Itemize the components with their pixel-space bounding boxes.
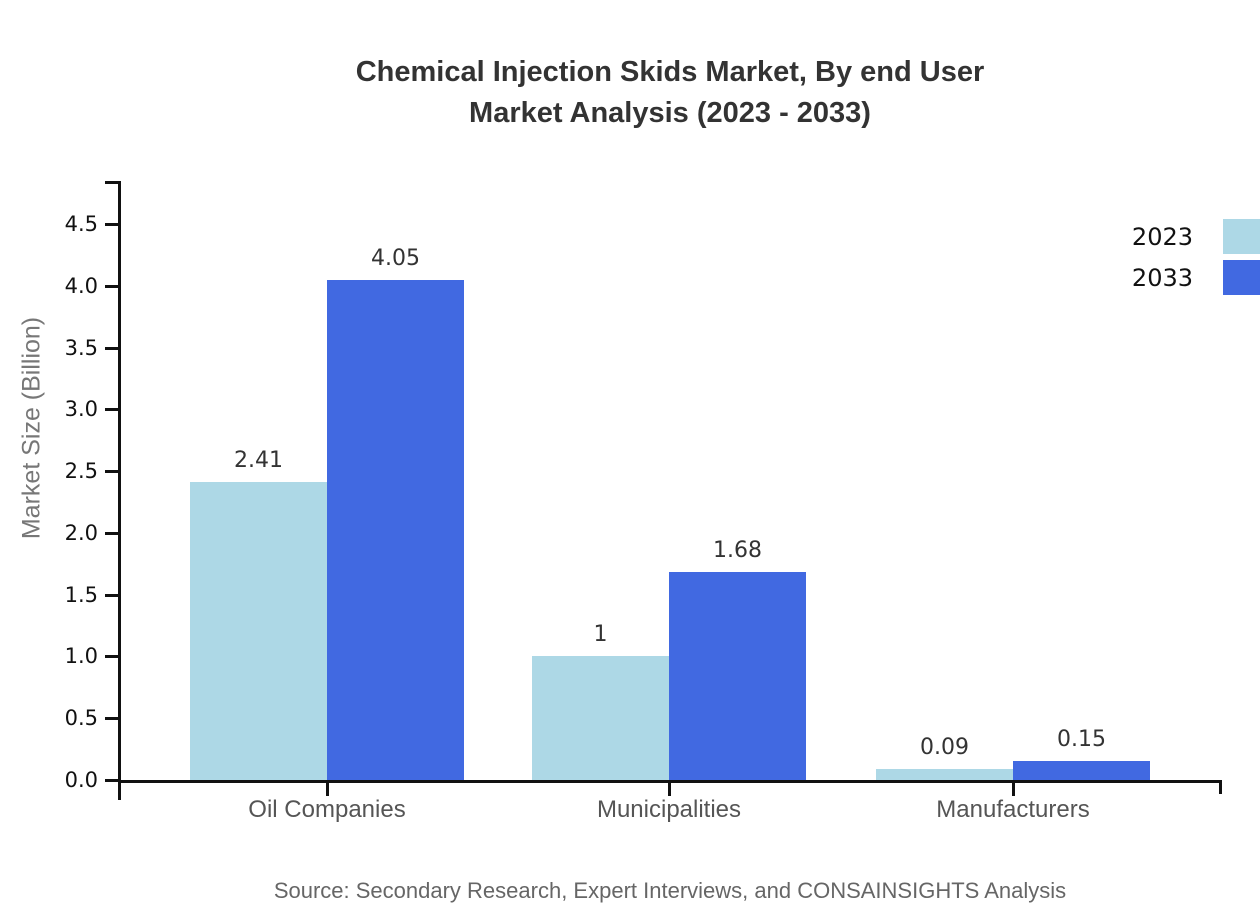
y-tick: [105, 531, 118, 535]
y-tick-label: 3.5: [64, 335, 98, 360]
x-category-label: Oil Companies: [248, 796, 406, 823]
y-tick: [105, 717, 118, 721]
y-tick: [105, 223, 118, 226]
legend-label-2023: 2023: [1131, 222, 1193, 251]
y-tick-label: 1.0: [64, 644, 98, 669]
y-tick: [105, 346, 118, 350]
bar-municipalities-2023: [532, 656, 669, 780]
y-axis-top-cap: [105, 181, 118, 184]
y-tick-label: 4.0: [64, 273, 98, 298]
chart-title-line1: Chemical Injection Skids Market, By end …: [355, 56, 985, 88]
y-tick-label: 2.5: [64, 459, 98, 484]
x-tick: [668, 783, 671, 796]
bar-value-label: 1.68: [713, 538, 762, 563]
bar-municipalities-2033: [669, 572, 806, 780]
bar-oil-companies-2023: [190, 482, 327, 780]
bar-value-label: 1: [593, 622, 608, 647]
bar-oil-companies-2033: [327, 280, 464, 780]
y-tick: [105, 408, 118, 412]
y-axis-line: [118, 181, 121, 800]
legend-item-2023: 2023: [1090, 219, 1260, 254]
bar-value-label: 4.05: [371, 246, 420, 271]
legend-swatch-2023: [1223, 219, 1260, 254]
source-note: Source: Secondary Research, Expert Inter…: [273, 878, 1067, 903]
legend-label-2033: 2033: [1131, 263, 1193, 292]
y-tick: [105, 593, 118, 597]
x-tick: [326, 783, 329, 796]
chart-title: Chemical Injection Skids Market, By end …: [40, 52, 1260, 134]
x-axis-right-cap: [1219, 780, 1222, 794]
y-tick-label: 0.5: [64, 706, 98, 731]
bar-value-label: 2.41: [234, 448, 283, 473]
y-tick-label: 3.0: [64, 397, 98, 422]
y-tick-label: 2.0: [64, 520, 98, 545]
bar-value-label: 0.09: [920, 735, 969, 760]
y-tick: [105, 655, 118, 659]
y-tick-label: 0.0: [64, 768, 98, 792]
y-tick: [105, 470, 118, 474]
legend-item-2033: 2033: [1090, 260, 1260, 295]
chart-title-line2: Market Analysis (2023 - 2033): [469, 97, 871, 129]
y-tick: [105, 284, 118, 288]
legend-swatch-2033: [1223, 260, 1260, 295]
x-category-label: Municipalities: [596, 796, 742, 823]
y-tick-label: 4.5: [64, 212, 98, 236]
bar-value-label: 0.15: [1057, 727, 1106, 752]
bar-manufacturers-2033: [1013, 761, 1150, 780]
x-category-label: Manufacturers: [936, 796, 1090, 823]
bar-manufacturers-2023: [876, 769, 1013, 780]
y-tick: [105, 779, 118, 782]
x-tick: [1012, 783, 1015, 796]
y-tick-label: 1.5: [64, 582, 98, 607]
x-axis-line: [118, 780, 1222, 783]
